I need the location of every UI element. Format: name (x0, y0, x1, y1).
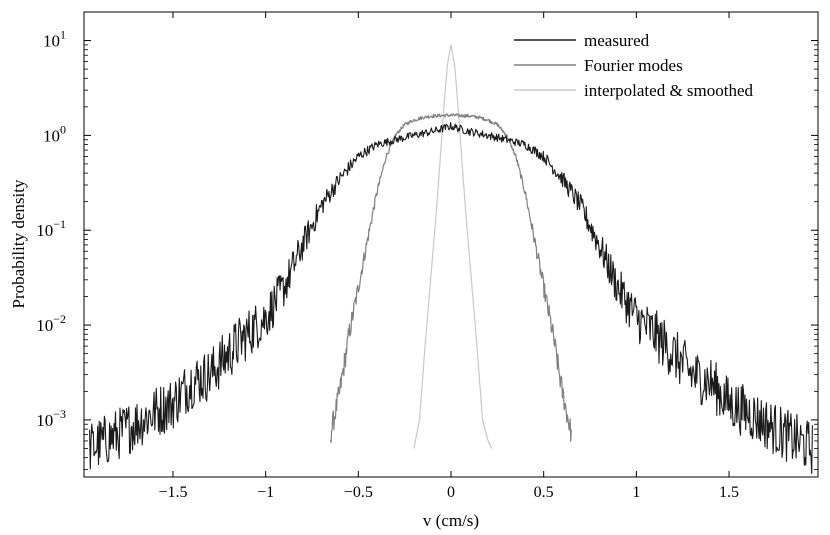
series-layer (89, 44, 813, 475)
x-tick-label: 0.5 (534, 484, 554, 501)
x-tick-label: −1 (257, 484, 274, 501)
legend: measured Fourier modes interpolated & smoo… (514, 31, 754, 100)
x-axis-label: v (cm/s) (423, 511, 479, 530)
y-tick-label: 10−3 (36, 407, 66, 430)
x-tick-label: 0 (447, 484, 455, 501)
series-line-interpolated-smoothed (413, 44, 493, 449)
legend-label: Fourier modes (584, 56, 683, 75)
y-tick-label: 10−2 (36, 312, 66, 335)
x-tick-label: 1.5 (719, 484, 739, 501)
ticks-layer: −1.5 −1 −0.5 0 0.5 1 1.5 10−3 10−2 10−1 100 101 (36, 11, 818, 501)
y-tick-label: 101 (43, 28, 66, 51)
x-tick-label: −0.5 (344, 484, 373, 501)
series-line-fourier-modes (329, 113, 572, 443)
x-tick-label: −1.5 (158, 484, 187, 501)
x-tick-label: 1 (632, 484, 640, 501)
y-tick-label: 100 (43, 122, 66, 145)
legend-label: interpolated & smoothed (584, 81, 754, 100)
legend-label: measured (584, 31, 650, 50)
series-line-measured (89, 122, 813, 475)
y-tick-label: 10−1 (36, 217, 66, 240)
y-axis-label: Probability density (9, 179, 28, 308)
